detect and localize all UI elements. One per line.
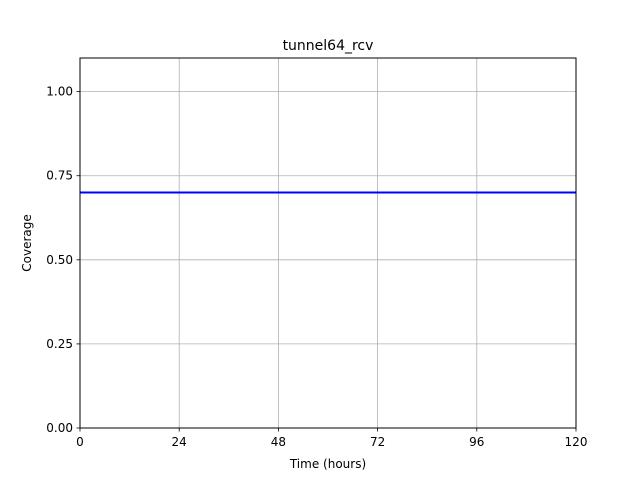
x-tick-label: 24 xyxy=(172,435,187,449)
y-axis-ticks: 0.00 0.25 0.50 0.75 1.00 xyxy=(46,85,80,435)
y-tick-label: 0.75 xyxy=(46,169,73,183)
x-tick-label: 48 xyxy=(271,435,286,449)
grid-lines xyxy=(79,58,577,429)
y-tick-label: 0.50 xyxy=(46,253,73,267)
x-tick-label: 72 xyxy=(370,435,385,449)
x-tick-label: 96 xyxy=(469,435,484,449)
y-axis-label: Coverage xyxy=(20,214,34,272)
y-tick-label: 0.00 xyxy=(46,421,73,435)
y-tick-label: 0.25 xyxy=(46,337,73,351)
x-axis-label: Time (hours) xyxy=(289,457,366,471)
x-tick-label: 120 xyxy=(565,435,588,449)
chart-title: tunnel64_rcv xyxy=(283,38,374,54)
plot-frame xyxy=(79,57,577,429)
x-tick-label: 0 xyxy=(76,435,84,449)
x-axis-ticks: 0 24 48 72 96 120 xyxy=(76,428,587,449)
y-tick-label: 1.00 xyxy=(46,85,73,99)
